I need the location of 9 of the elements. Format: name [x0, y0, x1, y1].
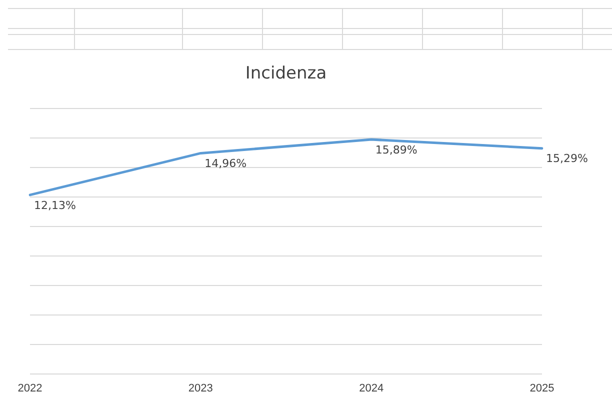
data-label: 15,89%	[375, 143, 418, 156]
data-label: 14,96%	[204, 157, 247, 170]
data-label: 12,13%	[34, 198, 76, 212]
x-tick-label: 2022	[18, 382, 42, 394]
x-tick-label: 2024	[359, 382, 384, 394]
data-label: 15,29%	[546, 152, 588, 166]
chart-title: Incidenza	[245, 64, 327, 84]
x-tick-label: 2023	[188, 382, 213, 394]
x-tick-label: 2025	[530, 382, 554, 394]
